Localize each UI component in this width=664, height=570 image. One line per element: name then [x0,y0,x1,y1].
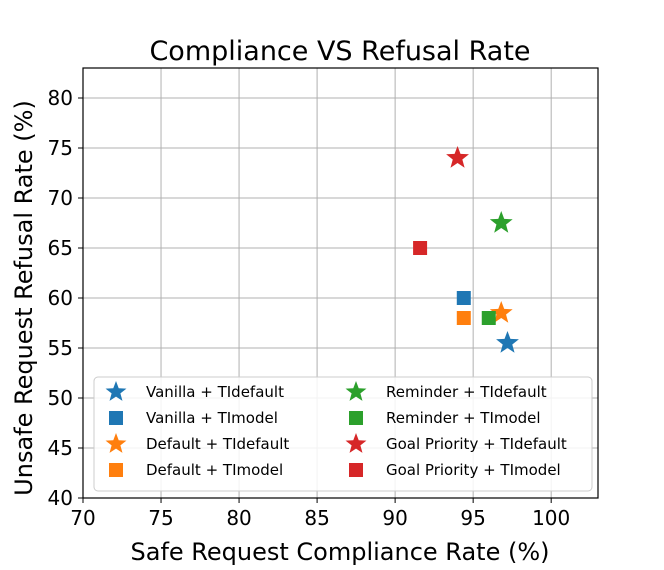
legend-label: Reminder + TIdefault [386,383,547,401]
legend-box [93,376,593,492]
legend-square-marker [109,463,123,477]
legend: Vanilla + TIdefault Vanilla + TImodel Defa… [93,376,593,492]
legend-label: Goal Priority + TIdefault [386,435,567,453]
data-point-square [481,311,496,325]
y-tick-label: 75 [48,136,73,160]
chart-title: Compliance VS Refusal Rate [149,36,530,67]
legend-label: Reminder + TImodel [386,409,541,427]
x-tick-label: 100 [532,506,570,530]
x-tick-label: 95 [460,506,485,530]
x-tick-label: 75 [148,506,173,530]
legend-label: Default + TIdefault [146,435,289,453]
x-tick-label: 70 [70,506,95,530]
axis-ticks: 70 75 80 85 90 95 100 40 45 50 55 60 65 70 75 80 [48,86,571,530]
data-point-star [446,146,469,168]
plot-frame [82,67,599,499]
y-tick-label: 70 [48,186,73,210]
legend-label: Default + TImodel [146,461,283,479]
legend-star-marker [105,381,127,401]
y-axis-label: Unsafe Request Refusal Rate (%) [10,100,38,496]
legend-star-marker [105,433,127,453]
legend-star-marker [345,433,367,453]
y-tick-label: 80 [48,86,73,110]
legend-square-marker [349,411,363,425]
legend-star-marker [345,381,367,401]
x-axis-label: Safe Request Compliance Rate (%) [131,538,550,566]
data-point-star [496,331,519,353]
grid [82,68,598,499]
x-tick-label: 90 [382,506,407,530]
data-points [413,146,519,353]
data-point-square [456,291,471,305]
y-tick-label: 55 [48,336,73,360]
legend-square-marker [109,411,123,425]
x-tick-label: 80 [226,506,251,530]
y-tick-label: 65 [48,236,73,260]
y-tick-label: 60 [48,286,73,310]
legend-label: Vanilla + TIdefault [146,383,284,401]
data-point-square [413,241,428,255]
y-tick-label: 50 [48,386,73,410]
legend-label: Goal Priority + TImodel [386,461,561,479]
data-point-star [489,301,513,323]
data-point-star [489,211,513,233]
legend-square-marker [349,463,363,477]
data-point-square [456,311,471,325]
x-tick-label: 85 [304,506,329,530]
y-tick-label: 45 [48,436,73,460]
y-tick-label: 40 [48,486,73,510]
legend-label: Vanilla + TImodel [146,409,278,427]
